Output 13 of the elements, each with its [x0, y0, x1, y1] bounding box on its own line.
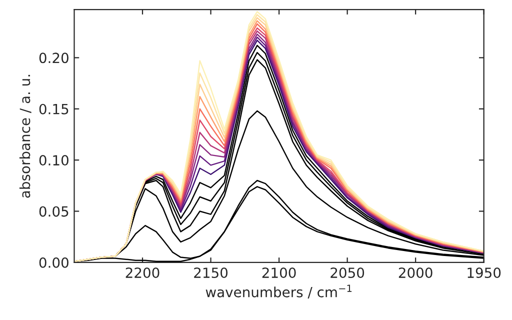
y-tick-label: 0.00 — [39, 257, 68, 268]
y-axis-title: absorbance / a. u. — [19, 74, 32, 198]
x-axis-title: wavenumbers / cm$^{−1}$ — [206, 284, 352, 298]
y-tick-label: 0.05 — [39, 206, 68, 217]
x-tick-label: 2050 — [330, 268, 364, 278]
y-tick-label: 0.15 — [39, 104, 68, 114]
x-tick-label: 2150 — [194, 268, 228, 278]
x-tick-label: 2200 — [126, 268, 160, 278]
y-tick-label: 0.20 — [39, 52, 68, 64]
x-tick-label: 2000 — [398, 268, 432, 278]
x-tick-label: 2100 — [262, 268, 296, 278]
x-tick-label: 1950 — [468, 268, 501, 278]
y-tick-label: 0.10 — [39, 155, 68, 166]
